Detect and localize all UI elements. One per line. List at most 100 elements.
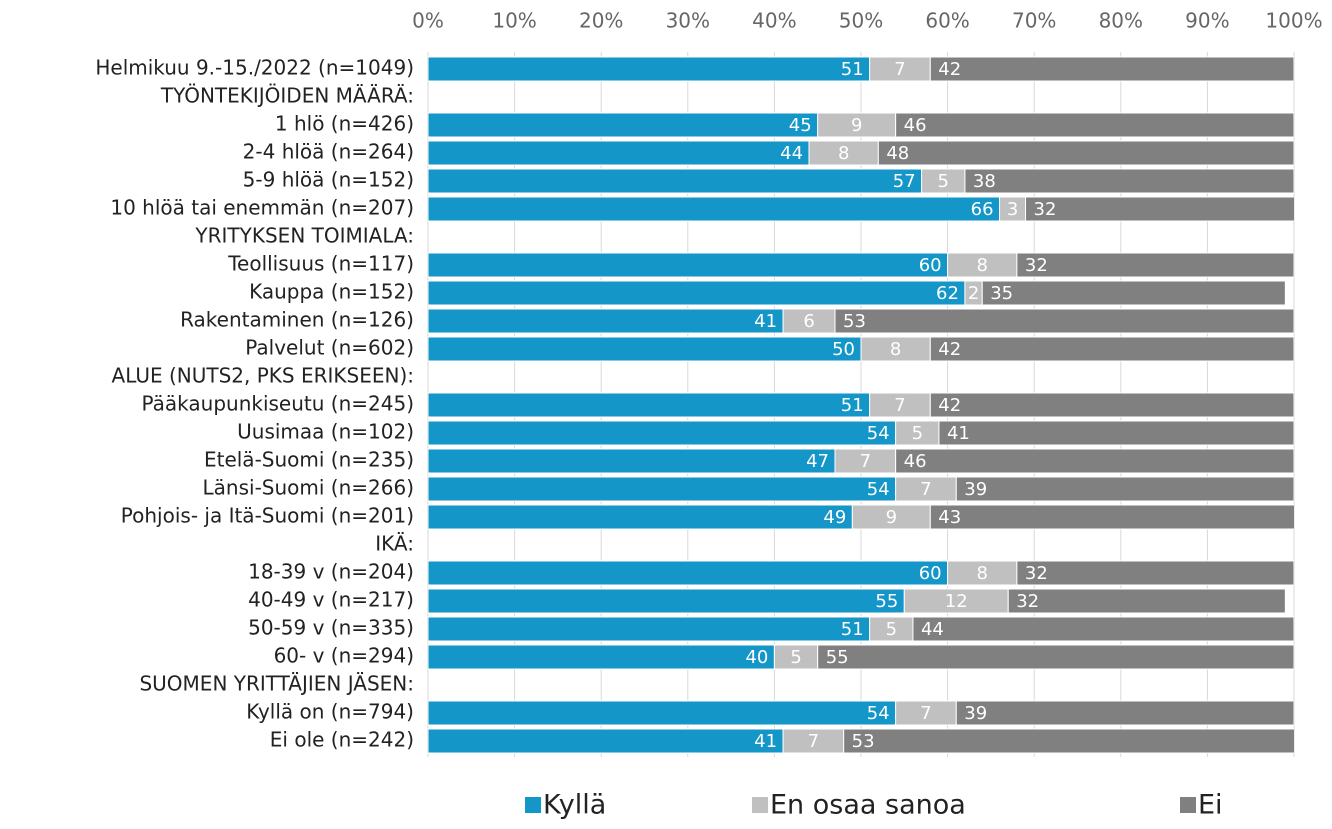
category-label: Pääkaupunkiseutu (n=245) xyxy=(141,392,414,416)
x-tick-label: 50% xyxy=(839,9,883,33)
bar-segment xyxy=(428,112,819,138)
bar-segment xyxy=(428,196,1001,222)
x-tick-label: 20% xyxy=(579,9,623,33)
data-label: 8 xyxy=(977,563,988,584)
bar-segment xyxy=(1007,588,1286,614)
category-label: Ei ole (n=242) xyxy=(270,728,414,752)
data-label: 7 xyxy=(808,731,819,752)
data-label: 51 xyxy=(841,619,864,640)
category-label: Teollisuus (n=117) xyxy=(227,252,414,276)
category-label: Pohjois- ja Itä-Suomi (n=201) xyxy=(121,504,414,528)
bar-segment xyxy=(817,112,897,138)
data-label: 42 xyxy=(938,339,961,360)
category-label: 10 hlöä tai enemmän (n=207) xyxy=(110,196,414,220)
x-tick-label: 70% xyxy=(1012,9,1056,33)
data-label: 32 xyxy=(1025,255,1048,276)
bar-segment xyxy=(860,336,931,362)
data-label: 44 xyxy=(780,143,803,164)
data-label: 60 xyxy=(919,563,942,584)
data-label: 60 xyxy=(919,255,942,276)
bar-segment xyxy=(877,140,1294,166)
bar-segment xyxy=(843,728,1294,754)
category-label: Uusimaa (n=102) xyxy=(237,420,414,444)
category-label: 60- v (n=294) xyxy=(274,644,414,668)
bar-segment xyxy=(834,308,1294,334)
category-label: Palvelut (n=602) xyxy=(245,336,414,360)
bar-segment xyxy=(428,336,862,362)
category-label: 5-9 hlöä (n=152) xyxy=(243,168,414,192)
bar-segment xyxy=(851,504,931,530)
data-label: 54 xyxy=(867,703,890,724)
data-label: 40 xyxy=(745,647,768,668)
category-label: Kyllä on (n=794) xyxy=(246,700,414,724)
data-label: 8 xyxy=(890,339,901,360)
bar-segment xyxy=(981,280,1286,306)
bar-segment xyxy=(999,196,1027,222)
data-label: 8 xyxy=(977,255,988,276)
data-label: 51 xyxy=(841,59,864,80)
legend-label: Kyllä xyxy=(543,790,606,821)
bar-segment xyxy=(428,56,871,82)
legend-marker xyxy=(525,797,541,813)
bar-segment xyxy=(929,336,1294,362)
bar-segment xyxy=(428,476,897,502)
bar-segment xyxy=(895,700,957,726)
data-label: 7 xyxy=(920,703,931,724)
data-label: 50 xyxy=(832,339,855,360)
x-tick-label: 100% xyxy=(1265,9,1322,33)
bar-segment xyxy=(428,728,784,754)
bar-segment xyxy=(428,448,836,474)
data-label: 41 xyxy=(947,423,970,444)
category-label: 50-59 v (n=335) xyxy=(248,616,414,640)
legend-label: En osaa sanoa xyxy=(770,790,966,821)
data-label: 5 xyxy=(790,647,801,668)
bar-segment xyxy=(947,252,1018,278)
category-label: Länsi-Suomi (n=266) xyxy=(203,476,414,500)
category-label: Etelä-Suomi (n=235) xyxy=(204,448,414,472)
category-label: 40-49 v (n=217) xyxy=(248,588,414,612)
bar-segment xyxy=(921,168,966,194)
data-label: 62 xyxy=(936,283,959,304)
data-label: 39 xyxy=(964,703,987,724)
bar-segment xyxy=(428,168,923,194)
data-label: 42 xyxy=(938,59,961,80)
legend-label: Ei xyxy=(1198,790,1223,821)
data-label: 39 xyxy=(964,479,987,500)
bar-segment xyxy=(834,448,897,474)
bar-segment xyxy=(428,308,784,334)
x-tick-label: 60% xyxy=(925,9,969,33)
data-label: 48 xyxy=(886,143,909,164)
data-label: 54 xyxy=(867,423,890,444)
data-label: 7 xyxy=(894,395,905,416)
bar-segment xyxy=(964,168,1294,194)
data-label: 6 xyxy=(803,311,814,332)
data-label: 51 xyxy=(841,395,864,416)
data-label: 57 xyxy=(893,171,916,192)
data-label: 49 xyxy=(823,507,846,528)
data-label: 5 xyxy=(912,423,923,444)
data-label: 41 xyxy=(754,731,777,752)
data-label: 2 xyxy=(968,283,979,304)
data-label: 5 xyxy=(886,619,897,640)
bar-segment xyxy=(929,56,1294,82)
bar-segment xyxy=(1016,560,1294,586)
data-label: 3 xyxy=(1007,199,1018,220)
data-label: 5 xyxy=(938,171,949,192)
bar-segment xyxy=(428,644,775,670)
category-label: Kauppa (n=152) xyxy=(249,280,414,304)
data-label: 8 xyxy=(838,143,849,164)
category-label: Rakentaminen (n=126) xyxy=(180,308,414,332)
category-label: 18-39 v (n=204) xyxy=(248,560,414,584)
data-label: 46 xyxy=(904,451,927,472)
x-tick-label: 80% xyxy=(1099,9,1143,33)
data-label: 43 xyxy=(938,507,961,528)
data-label: 32 xyxy=(1016,591,1039,612)
bar-segment xyxy=(929,504,1294,530)
x-tick-label: 40% xyxy=(752,9,796,33)
data-label: 44 xyxy=(921,619,944,640)
data-label: 7 xyxy=(860,451,871,472)
bar-segment xyxy=(869,56,931,82)
bar-segment xyxy=(428,252,949,278)
bar-segment xyxy=(782,308,836,334)
data-label: 32 xyxy=(1025,563,1048,584)
